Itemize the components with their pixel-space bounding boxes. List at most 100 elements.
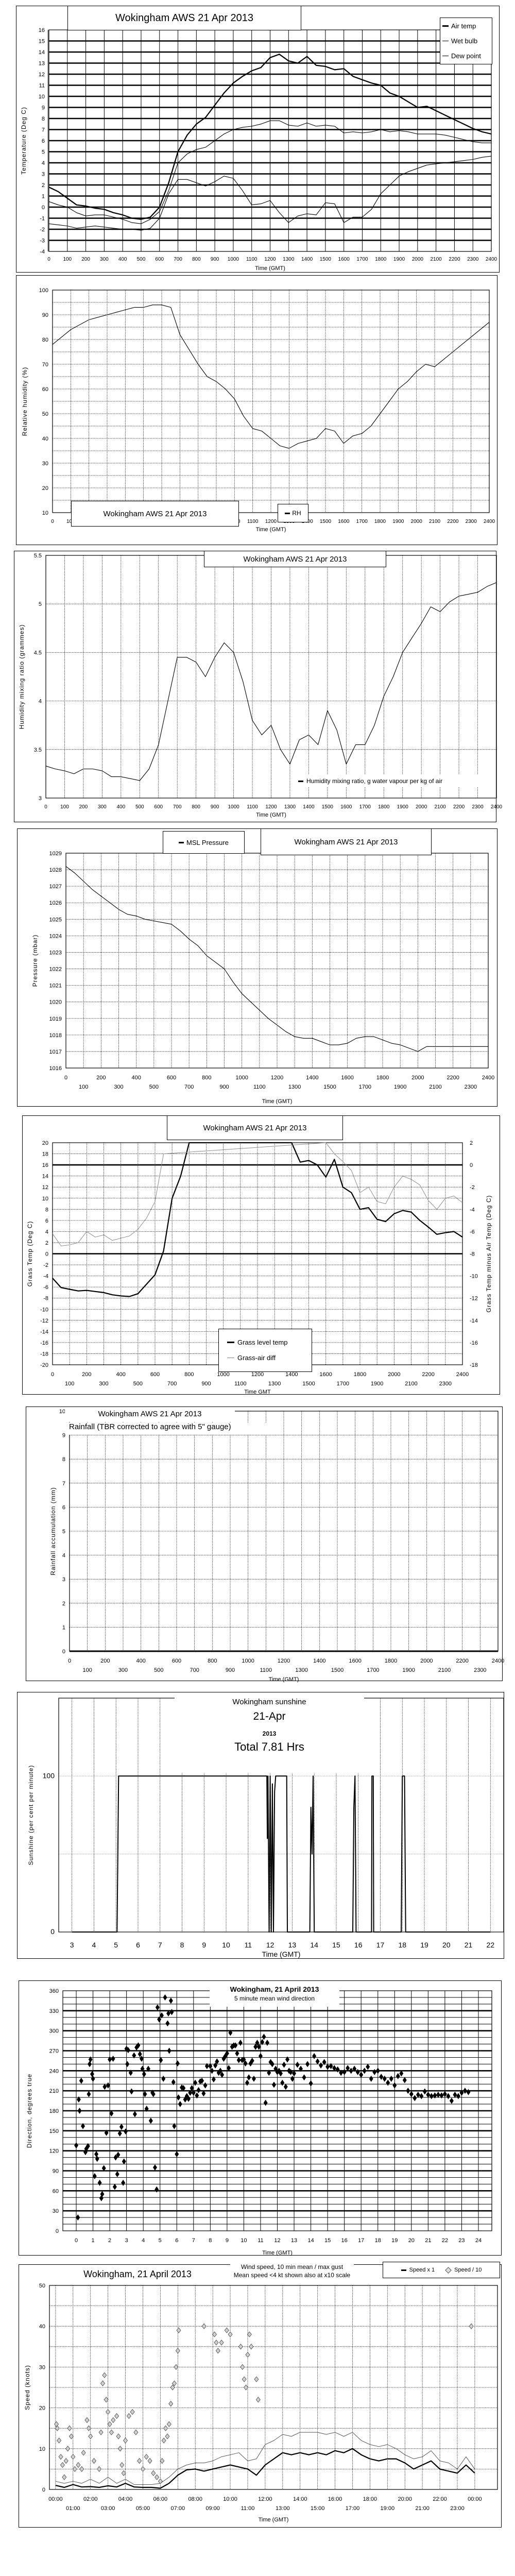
svg-text:100: 100 bbox=[79, 1084, 88, 1090]
svg-text:200: 200 bbox=[82, 1371, 91, 1378]
svg-text:90: 90 bbox=[53, 2168, 59, 2175]
svg-text:0: 0 bbox=[51, 519, 54, 524]
svg-text:270: 270 bbox=[49, 2048, 59, 2055]
svg-text:2000: 2000 bbox=[412, 257, 424, 262]
svg-text:1800: 1800 bbox=[376, 1075, 389, 1081]
svg-text:1026: 1026 bbox=[49, 900, 62, 906]
svg-text:9: 9 bbox=[62, 1433, 65, 1439]
svg-text:400: 400 bbox=[118, 257, 127, 262]
svg-text:1900: 1900 bbox=[394, 1084, 406, 1090]
svg-text:150: 150 bbox=[49, 2128, 59, 2134]
svg-text:4.5: 4.5 bbox=[34, 650, 42, 656]
svg-text:20: 20 bbox=[42, 1140, 48, 1146]
wind-speed-subtitle-box: Wind speed, 10 min mean / max gust Mean … bbox=[230, 2263, 354, 2280]
svg-text:1000: 1000 bbox=[228, 804, 239, 810]
svg-text:4: 4 bbox=[45, 1229, 48, 1235]
wind-direction-chart-subtitle: 5 minute mean wind direction bbox=[234, 1995, 315, 2002]
svg-text:5: 5 bbox=[62, 1529, 65, 1535]
svg-text:120: 120 bbox=[49, 2148, 59, 2155]
svg-text:1700: 1700 bbox=[356, 519, 368, 524]
svg-text:1300: 1300 bbox=[288, 1084, 301, 1090]
svg-text:600: 600 bbox=[150, 1371, 160, 1378]
svg-text:700: 700 bbox=[184, 1084, 194, 1090]
svg-text:13:00: 13:00 bbox=[276, 2505, 290, 2512]
svg-text:2000: 2000 bbox=[388, 1371, 400, 1378]
svg-text:1500: 1500 bbox=[320, 257, 332, 262]
humidity-chart-panel: 1020304050607080901000100200300400500600… bbox=[16, 275, 497, 545]
svg-text:7: 7 bbox=[62, 1481, 65, 1487]
svg-text:3: 3 bbox=[70, 1941, 74, 1949]
svg-text:15: 15 bbox=[39, 39, 45, 45]
svg-text:800: 800 bbox=[202, 1075, 211, 1081]
svg-text:-4: -4 bbox=[40, 249, 45, 255]
svg-text:700: 700 bbox=[190, 1667, 199, 1673]
legend-item-speed-x1: Speed x 1 bbox=[401, 2267, 435, 2273]
svg-text:0: 0 bbox=[42, 205, 45, 211]
svg-text:17:00: 17:00 bbox=[346, 2505, 360, 2512]
grass-temp-chart-title: Wokingham AWS 21 Apr 2013 bbox=[167, 1115, 343, 1140]
svg-text:60: 60 bbox=[42, 386, 48, 393]
svg-text:2200: 2200 bbox=[449, 257, 460, 262]
svg-text:2100: 2100 bbox=[405, 1381, 417, 1387]
svg-text:-16: -16 bbox=[470, 1340, 478, 1346]
svg-text:-6: -6 bbox=[43, 1284, 48, 1291]
svg-text:40: 40 bbox=[39, 2324, 45, 2330]
svg-text:8: 8 bbox=[180, 1941, 184, 1949]
svg-text:400: 400 bbox=[116, 1371, 125, 1378]
svg-text:80: 80 bbox=[42, 337, 48, 343]
svg-text:23: 23 bbox=[458, 2238, 465, 2244]
svg-text:100: 100 bbox=[82, 1667, 92, 1673]
svg-text:600: 600 bbox=[154, 804, 163, 810]
svg-text:-20: -20 bbox=[40, 1362, 48, 1368]
svg-text:1500: 1500 bbox=[302, 1381, 315, 1387]
svg-text:1400: 1400 bbox=[303, 804, 315, 810]
svg-text:500: 500 bbox=[149, 1084, 159, 1090]
svg-text:2000: 2000 bbox=[411, 1075, 424, 1081]
svg-text:1100: 1100 bbox=[253, 1084, 266, 1090]
svg-text:2: 2 bbox=[470, 1140, 473, 1146]
svg-text:16: 16 bbox=[341, 2238, 348, 2244]
svg-text:13: 13 bbox=[39, 61, 45, 67]
svg-text:1018: 1018 bbox=[49, 1032, 62, 1039]
svg-text:-2: -2 bbox=[40, 227, 45, 233]
svg-text:0: 0 bbox=[62, 1649, 65, 1655]
svg-text:23:00: 23:00 bbox=[450, 2505, 465, 2512]
rainfall-chart-subtitle: Rainfall (TBR corrected to agree with 5"… bbox=[69, 1422, 278, 1435]
svg-text:0: 0 bbox=[47, 257, 50, 262]
svg-text:1200: 1200 bbox=[271, 1075, 283, 1081]
humidity-legend: RH bbox=[278, 504, 308, 522]
svg-text:2400: 2400 bbox=[491, 804, 503, 810]
svg-text:1000: 1000 bbox=[242, 1658, 254, 1664]
svg-text:2200: 2200 bbox=[453, 804, 465, 810]
svg-text:Grass Temp minus Air Temp (Deg: Grass Temp minus Air Temp (Deg C) bbox=[485, 1195, 492, 1313]
svg-text:400: 400 bbox=[136, 1658, 145, 1664]
svg-text:1: 1 bbox=[42, 194, 45, 200]
svg-text:1300: 1300 bbox=[268, 1381, 281, 1387]
svg-text:Time (GMT): Time (GMT) bbox=[262, 1950, 301, 1958]
svg-text:50: 50 bbox=[42, 411, 48, 417]
svg-text:20: 20 bbox=[442, 1941, 451, 1949]
svg-text:Speed (knots): Speed (knots) bbox=[24, 2365, 31, 2410]
svg-text:1028: 1028 bbox=[49, 867, 62, 873]
svg-text:22: 22 bbox=[442, 2238, 448, 2244]
svg-text:1600: 1600 bbox=[338, 257, 350, 262]
svg-text:17: 17 bbox=[358, 2238, 364, 2244]
svg-text:-3: -3 bbox=[40, 238, 45, 244]
svg-text:-12: -12 bbox=[40, 1318, 48, 1324]
svg-text:14: 14 bbox=[42, 1174, 48, 1180]
svg-text:Humidity mixing ratio (grammes: Humidity mixing ratio (grammes) bbox=[18, 624, 25, 730]
svg-text:7: 7 bbox=[158, 1941, 162, 1949]
svg-text:2400: 2400 bbox=[484, 519, 495, 524]
svg-text:Time (GMT): Time (GMT) bbox=[255, 265, 285, 272]
svg-text:3: 3 bbox=[62, 1577, 65, 1583]
svg-text:10: 10 bbox=[42, 1196, 48, 1202]
svg-text:200: 200 bbox=[96, 1075, 106, 1081]
svg-text:1024: 1024 bbox=[49, 933, 62, 939]
svg-text:1900: 1900 bbox=[393, 257, 405, 262]
humidity-chart-title: Wokingham AWS 21 Apr 2013 bbox=[71, 501, 239, 527]
grass-temp-legend: Grass level temp Grass-air diff bbox=[218, 1329, 312, 1372]
svg-text:900: 900 bbox=[211, 804, 219, 810]
svg-text:-10: -10 bbox=[40, 1307, 48, 1313]
